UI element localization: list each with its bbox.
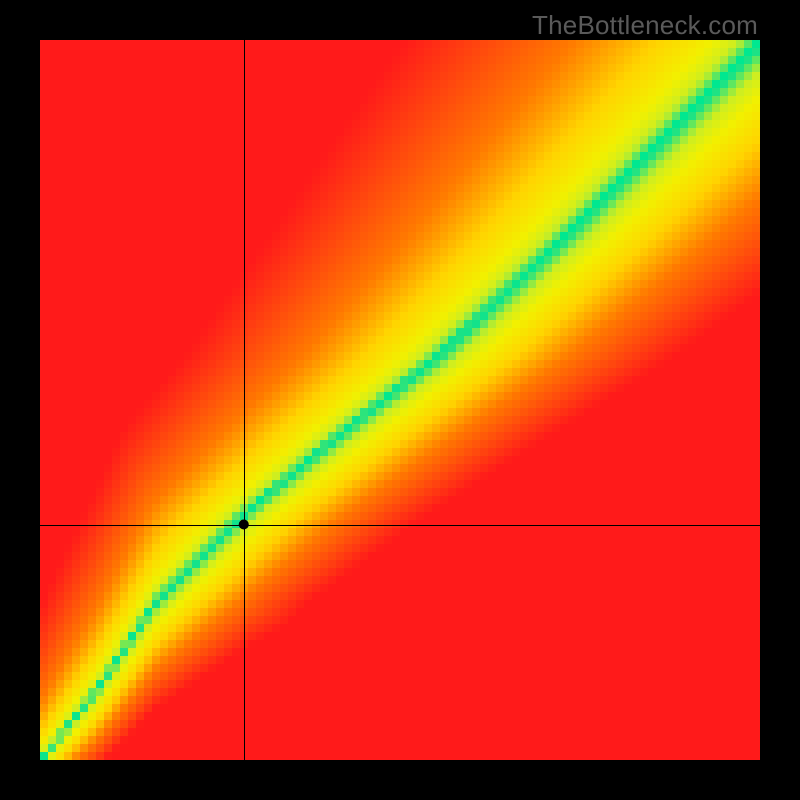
watermark-text: TheBottleneck.com <box>532 10 758 41</box>
chart-container: TheBottleneck.com <box>0 0 800 800</box>
bottleneck-heatmap <box>40 40 760 760</box>
